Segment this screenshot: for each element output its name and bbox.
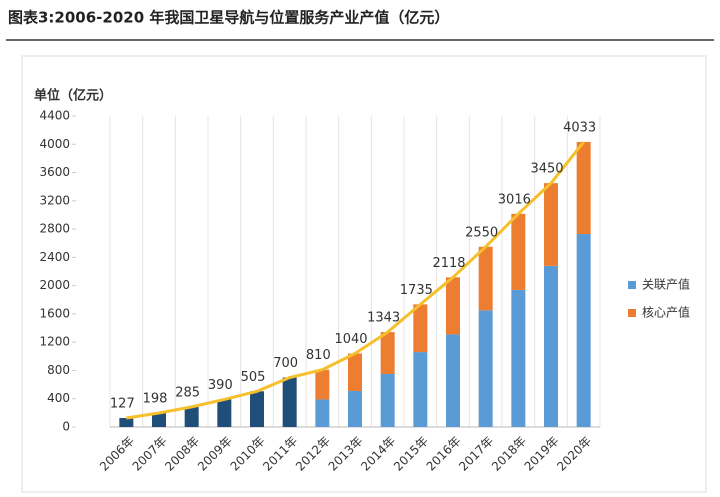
total-line [126, 141, 585, 420]
bar [250, 391, 264, 427]
data-label: 1735 [400, 283, 433, 298]
y-tick-label: 800 [47, 363, 70, 377]
bar [478, 310, 493, 427]
bar [119, 418, 134, 427]
data-label: 198 [143, 392, 168, 407]
bar [152, 413, 166, 427]
data-label: 3016 [498, 192, 531, 207]
bar [380, 373, 395, 427]
bar [380, 332, 395, 374]
data-label: 1343 [367, 311, 400, 326]
x-tick-label: 2010年 [228, 434, 268, 474]
x-tick-label: 2007年 [130, 434, 170, 474]
x-tick-label: 2008年 [162, 434, 202, 474]
data-label: 2550 [465, 225, 498, 240]
data-label: 810 [306, 348, 331, 363]
data-label: 505 [241, 370, 266, 385]
x-tick-label: 2014年 [358, 434, 398, 474]
x-tick-label: 2020年 [554, 434, 594, 474]
data-label: 700 [273, 356, 298, 371]
y-tick-label: 400 [47, 391, 70, 405]
y-tick-label: 1600 [39, 306, 70, 320]
legend-label: 关联产值 [642, 277, 690, 292]
legend-label: 核心产值 [642, 305, 690, 320]
data-label: 285 [175, 385, 200, 400]
y-tick-label: 2000 [39, 278, 70, 292]
y-axis-label: 单位（亿元） [34, 88, 112, 104]
x-tick-label: 2017年 [456, 434, 496, 474]
bar [544, 265, 558, 427]
x-tick-label: 2011年 [260, 434, 300, 474]
bar [348, 390, 362, 427]
bar [413, 304, 428, 353]
y-tick-label: 4000 [39, 137, 70, 151]
data-label: 2118 [432, 256, 465, 271]
bar [315, 399, 330, 427]
x-tick-label: 2012年 [293, 434, 333, 474]
bar [446, 334, 460, 427]
y-tick-label: 2800 [39, 222, 70, 236]
bar [446, 277, 460, 335]
data-label: 3450 [530, 162, 563, 177]
x-tick-label: 2015年 [391, 434, 431, 474]
x-tick-label: 2016年 [424, 434, 464, 474]
y-tick-label: 1200 [39, 335, 70, 349]
legend-swatch [628, 281, 636, 289]
y-tick-label: 0 [62, 420, 70, 434]
y-tick-label: 3200 [39, 193, 70, 207]
legend-swatch [628, 309, 636, 317]
y-tick-label: 3600 [39, 165, 70, 179]
bar [478, 246, 493, 311]
bar [282, 377, 297, 427]
x-tick-label: 2006年 [97, 434, 137, 474]
x-tick-label: 2013年 [326, 434, 366, 474]
chart-title: 图表3:2006-2020 年我国卫星导航与位置服务产业产值（亿元） [8, 9, 449, 27]
bar [348, 353, 362, 391]
bar [544, 183, 558, 266]
bar [413, 352, 428, 427]
chart-frame [21, 55, 707, 493]
data-label: 1040 [334, 332, 367, 347]
bar [511, 289, 526, 427]
bar [217, 399, 232, 427]
bar [511, 213, 526, 290]
data-label: 390 [208, 378, 233, 393]
x-tick-label: 2019年 [522, 434, 562, 474]
data-label: 4033 [563, 120, 596, 135]
x-tick-label: 2018年 [489, 434, 529, 474]
y-tick-label: 2400 [39, 250, 70, 264]
y-tick-label: 4400 [39, 109, 70, 123]
bar [576, 234, 591, 427]
data-label: 127 [110, 397, 135, 412]
bar [315, 369, 330, 400]
x-tick-label: 2009年 [195, 434, 235, 474]
bar [184, 406, 199, 427]
bar [576, 141, 591, 235]
